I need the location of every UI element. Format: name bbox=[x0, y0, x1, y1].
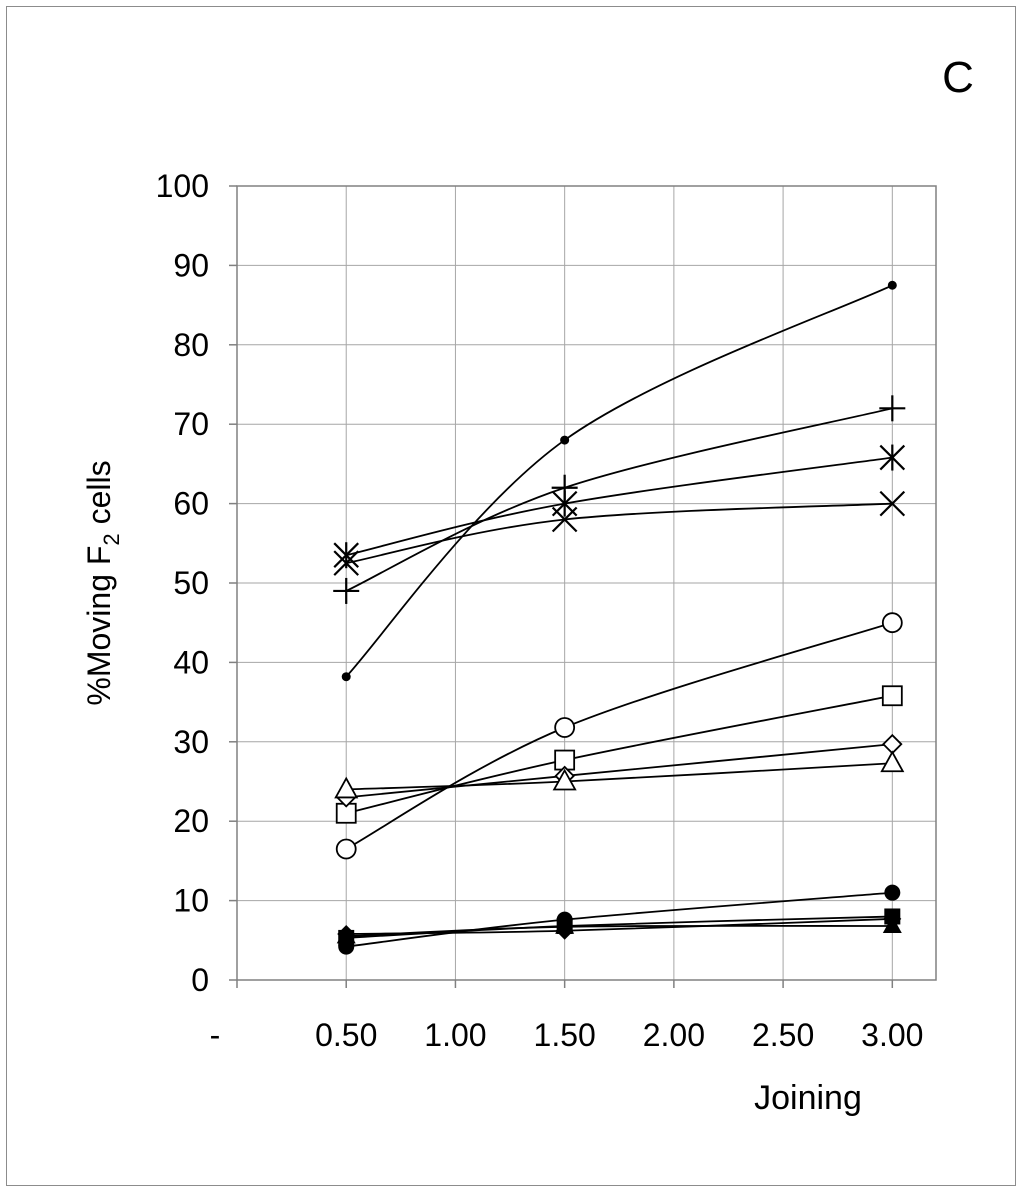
y-axis-title-main: %Moving F bbox=[81, 546, 117, 706]
x-tick-label-6: 3.00 bbox=[861, 1017, 923, 1053]
point-small-dot-0 bbox=[341, 672, 351, 682]
point-filled-triangle-0 bbox=[336, 926, 356, 944]
point-filled-triangle-2 bbox=[882, 916, 902, 934]
panel-label: C bbox=[942, 53, 974, 102]
series-line-open-triangle bbox=[346, 762, 893, 791]
axes: 0 10 20 30 40 50 60 70 80 90 100 - 0.50 1.00 1.50 2.00 2… bbox=[156, 168, 924, 1053]
series-markers bbox=[333, 280, 906, 955]
point-filled-triangle-1 bbox=[555, 916, 575, 934]
y-tick-label-90: 90 bbox=[173, 247, 209, 283]
point-open-triangle-0 bbox=[334, 776, 359, 799]
point-open-square-2 bbox=[881, 685, 903, 707]
point-x-cross-0 bbox=[333, 550, 359, 576]
x-tick-label-2: 1.00 bbox=[424, 1017, 486, 1053]
series-line-filled-square bbox=[346, 915, 893, 939]
series-line-asterisk bbox=[346, 456, 893, 557]
y-tick-label-80: 80 bbox=[173, 327, 209, 363]
point-small-dot-2 bbox=[887, 280, 897, 290]
x-tick-label-0: - bbox=[210, 1017, 221, 1053]
point-filled-circle-2 bbox=[884, 884, 901, 901]
x-tick-label-5: 2.50 bbox=[752, 1017, 814, 1053]
point-plus-0 bbox=[333, 577, 360, 604]
point-open-circle-2 bbox=[881, 612, 903, 634]
y-tick-label-0: 0 bbox=[191, 962, 209, 998]
point-open-circle-0 bbox=[335, 838, 357, 860]
series-line-open-diamond bbox=[346, 743, 893, 799]
x-axis-title: Joining bbox=[754, 1079, 862, 1117]
figure-frame bbox=[6, 6, 1016, 1186]
point-open-triangle-1 bbox=[552, 768, 577, 791]
y-tick-label-20: 20 bbox=[173, 803, 209, 839]
series-line-open-square bbox=[346, 694, 893, 815]
x-tick-label-3: 1.50 bbox=[534, 1017, 596, 1053]
x-tick-label-1: 0.50 bbox=[315, 1017, 377, 1053]
y-axis-title-tail: cells bbox=[81, 460, 117, 533]
point-x-cross-1 bbox=[551, 506, 578, 533]
point-small-dot-1 bbox=[560, 435, 570, 445]
point-plus-2 bbox=[879, 395, 906, 422]
x-tick-label-4: 2.00 bbox=[643, 1017, 705, 1053]
y-tick-label-40: 40 bbox=[173, 644, 209, 680]
y-tick-label-30: 30 bbox=[173, 724, 209, 760]
y-tick-label-60: 60 bbox=[173, 486, 209, 522]
y-tick-label-10: 10 bbox=[173, 883, 209, 919]
y-axis-title-subscript: 2 bbox=[99, 533, 124, 545]
y-tick-label-50: 50 bbox=[173, 565, 209, 601]
series-line-small-dot bbox=[345, 284, 893, 678]
series-lines bbox=[345, 284, 893, 948]
series-line-plus bbox=[345, 407, 893, 592]
point-open-circle-1 bbox=[554, 717, 576, 738]
y-tick-label-70: 70 bbox=[173, 406, 209, 442]
series-line-open-circle bbox=[345, 621, 893, 850]
series-line-x-cross bbox=[346, 502, 893, 565]
series-line-filled-circle bbox=[346, 891, 893, 948]
grid-lines bbox=[237, 186, 936, 980]
y-tick-label-100: 100 bbox=[156, 168, 209, 204]
point-open-triangle-2 bbox=[880, 750, 905, 773]
y-axis-title: %Moving F2 cells bbox=[81, 460, 124, 705]
point-x-cross-2 bbox=[879, 490, 906, 517]
series-line-filled-triangle bbox=[346, 924, 893, 938]
point-asterisk-2 bbox=[879, 444, 906, 471]
